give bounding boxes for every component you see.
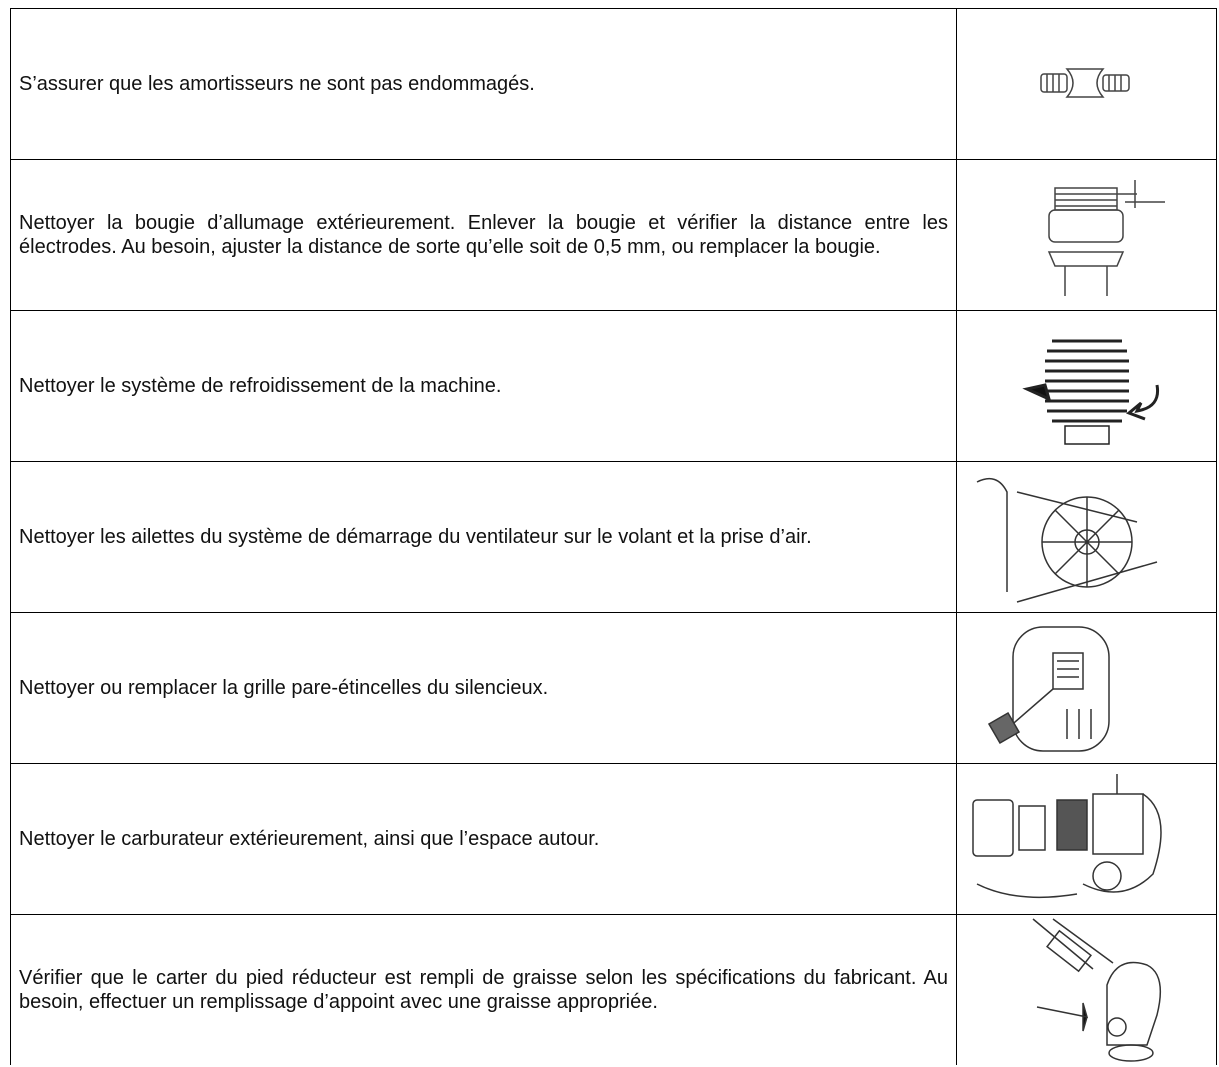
table-row: Nettoyer les ailettes du système de déma… — [10, 461, 1217, 612]
cooling-fins-icon — [1022, 339, 1160, 445]
muffler-icon — [987, 626, 1110, 752]
table-row: Nettoyer la bougie d’allumage extérieure… — [10, 159, 1217, 310]
cell: Vérifier que le carter du pied réducteur… — [10, 915, 957, 1065]
gearbox-icon — [1032, 918, 1162, 1062]
illustration — [957, 160, 1217, 310]
table-row: Nettoyer ou remplacer la grille pare-éti… — [10, 612, 1217, 763]
cell: S’assurer que les amortisseurs ne sont p… — [10, 9, 957, 159]
cell: Nettoyer les ailettes du système de déma… — [10, 462, 957, 612]
illustration — [957, 311, 1217, 461]
table-row: Vérifier que le carter du pied réducteur… — [10, 914, 1217, 1065]
cell: Nettoyer la bougie d’allumage extérieure… — [10, 160, 957, 310]
row-text: Nettoyer la bougie d’allumage extérieure… — [19, 212, 948, 258]
illustration — [957, 9, 1217, 159]
cell: Nettoyer ou remplacer la grille pare-éti… — [10, 613, 957, 763]
row-text: S’assurer que les amortisseurs ne sont p… — [19, 73, 535, 95]
illustration — [957, 462, 1217, 612]
row-text: Nettoyer le système de refroidissement d… — [19, 375, 502, 397]
row-text: Nettoyer le carburateur extérieurement, … — [19, 828, 600, 850]
fan-icon — [976, 477, 1158, 603]
row-text: Nettoyer les ailettes du système de déma… — [19, 526, 812, 548]
illustration — [957, 915, 1217, 1065]
row-text: Nettoyer ou remplacer la grille pare-éti… — [19, 677, 549, 699]
table-row: Nettoyer le carburateur extérieurement, … — [10, 763, 1217, 914]
row-text: Vérifier que le carter du pied réducteur… — [19, 967, 948, 1013]
table-row: Nettoyer le système de refroidissement d… — [10, 310, 1217, 461]
cell: Nettoyer le carburateur extérieurement, … — [10, 764, 957, 914]
carburetor-icon — [972, 774, 1162, 899]
illustration — [957, 613, 1217, 763]
damper-icon — [1040, 68, 1130, 98]
spark-plug-icon — [1047, 180, 1165, 296]
cell: Nettoyer le système de refroidissement d… — [10, 311, 957, 461]
illustration — [957, 764, 1217, 914]
table-row: S’assurer que les amortisseurs ne sont p… — [10, 8, 1217, 159]
